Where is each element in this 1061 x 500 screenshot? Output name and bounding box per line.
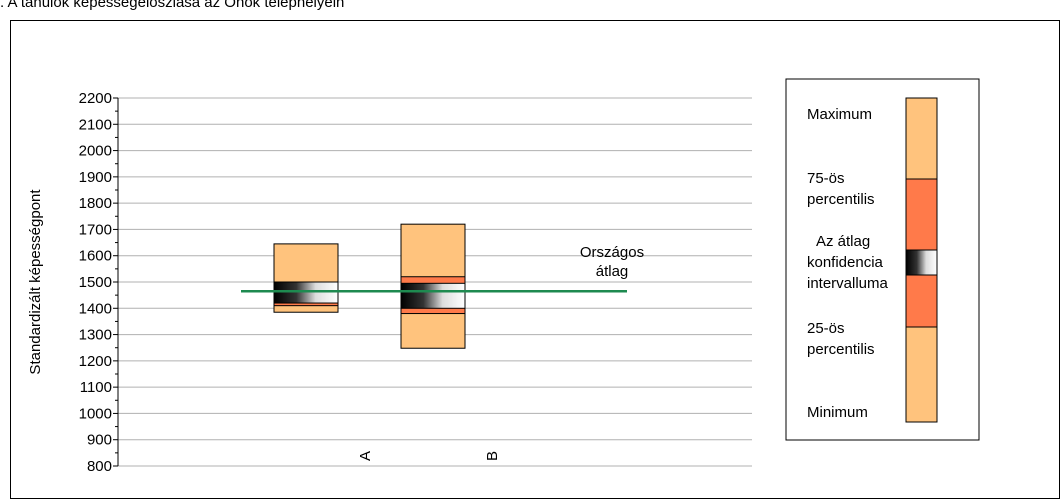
- y-tick-label: 1400: [79, 300, 112, 317]
- y-tick-label: 800: [87, 458, 112, 475]
- y-tick-label: 1300: [79, 327, 112, 344]
- legend-item-confidence: Az átlag: [816, 233, 870, 250]
- legend-item-p25: percentilis: [807, 341, 875, 358]
- y-tick-label: 1000: [79, 405, 112, 422]
- y-tick-label: 900: [87, 432, 112, 449]
- legend-item-confidence: intervalluma: [807, 275, 889, 292]
- y-tick-label: 1900: [79, 169, 112, 186]
- y-tick-label: 1500: [79, 274, 112, 291]
- y-tick-label: 2100: [79, 116, 112, 133]
- legend-item-p75: percentilis: [807, 191, 875, 208]
- x-category-label: A: [357, 451, 374, 461]
- box-mean-confidence-interval: [273, 281, 339, 304]
- box-mean-confidence-interval: [400, 282, 466, 309]
- x-category-label: B: [484, 451, 501, 461]
- legend-item-p25: 25-ös: [807, 320, 845, 337]
- legend-item-minimum: Minimum: [807, 404, 868, 421]
- reference-line-label: átlag: [596, 263, 629, 280]
- y-tick-label: 2200: [79, 90, 112, 107]
- legend-swatch-confidence: [905, 249, 938, 276]
- y-axis-title: Standardizált képességpont: [27, 189, 44, 375]
- legend-box: [785, 78, 980, 441]
- y-tick-label: 1100: [80, 379, 112, 396]
- legend-item-p75: 75-ös: [807, 170, 845, 187]
- y-tick-label: 1800: [79, 195, 112, 212]
- legend-item-confidence: konfidencia: [807, 254, 884, 271]
- y-tick-label: 2000: [79, 143, 112, 160]
- legend-item-maximum: Maximum: [807, 106, 872, 123]
- chart-frame: [10, 20, 1060, 499]
- y-tick-label: 1600: [79, 248, 112, 265]
- y-tick-label: 1700: [79, 221, 112, 238]
- y-tick-label: 1200: [79, 353, 112, 370]
- page-title: . A tanulók képességeloszlása az Önök te…: [0, 0, 345, 11]
- reference-line-label: Országos: [580, 244, 644, 261]
